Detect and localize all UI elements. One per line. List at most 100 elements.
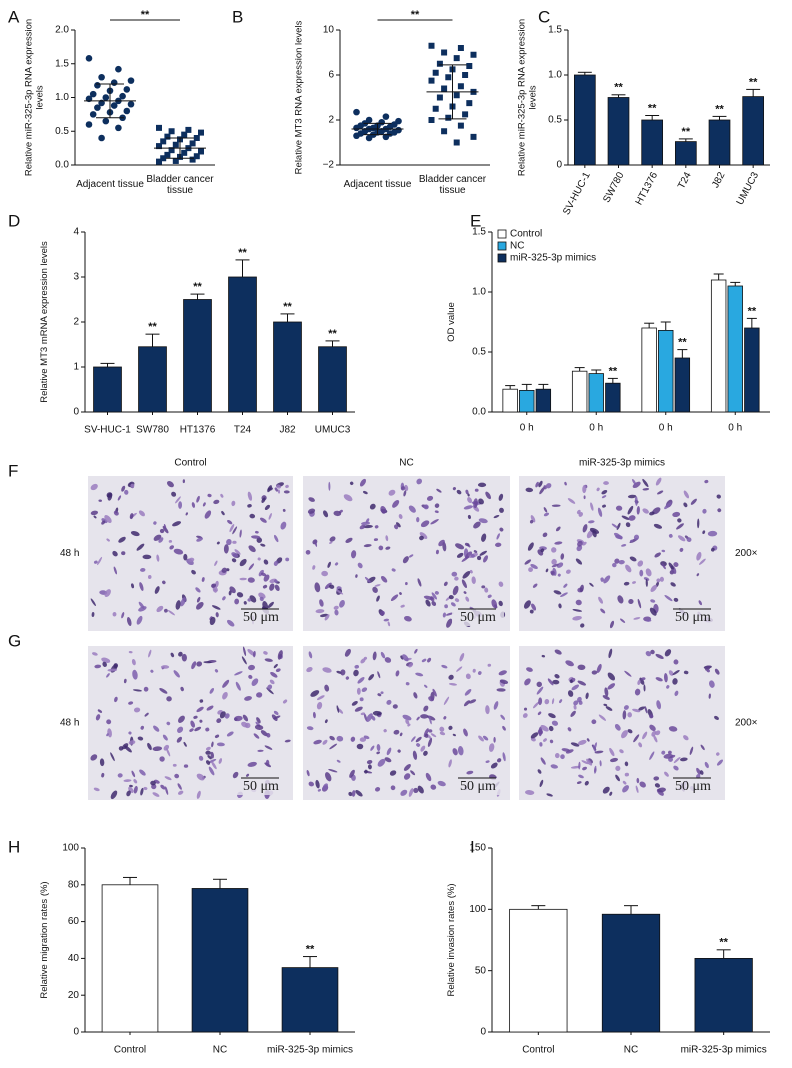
cell <box>374 525 379 529</box>
cell <box>153 521 157 525</box>
cell <box>439 731 446 736</box>
cell <box>634 496 638 506</box>
cell <box>467 497 473 504</box>
cell <box>130 531 140 537</box>
cell <box>416 743 421 747</box>
cell <box>636 506 640 515</box>
cell <box>126 617 132 626</box>
cell <box>500 714 506 720</box>
cell <box>195 601 204 610</box>
x-tick-label: 0 h <box>520 423 534 434</box>
cell <box>424 733 429 738</box>
cell <box>443 581 448 587</box>
cell <box>530 564 538 569</box>
cell <box>627 729 633 734</box>
bar <box>744 327 760 413</box>
cell <box>402 556 409 564</box>
cell <box>416 716 420 721</box>
cell <box>243 601 247 605</box>
cell <box>239 577 247 581</box>
data-point <box>181 131 188 138</box>
cell <box>546 793 553 797</box>
cell <box>632 479 637 485</box>
cell <box>343 494 353 502</box>
cell <box>584 780 589 786</box>
cell <box>417 785 424 794</box>
cell <box>101 772 105 778</box>
cell <box>353 669 359 677</box>
cell <box>614 558 620 564</box>
cell <box>152 746 163 752</box>
cell <box>496 533 500 540</box>
cell <box>277 650 283 660</box>
cell <box>380 575 388 583</box>
cell <box>395 670 400 677</box>
data-point <box>156 158 162 165</box>
cell <box>123 678 127 684</box>
cell <box>408 662 414 668</box>
cell <box>640 677 646 681</box>
cell <box>481 585 486 589</box>
label-box: Bladder cancer tissue <box>146 174 213 197</box>
cell <box>602 504 606 508</box>
cell <box>672 669 680 676</box>
cell <box>487 663 492 667</box>
cell <box>232 526 238 535</box>
significance-label: ** <box>678 337 687 349</box>
cell <box>199 719 203 723</box>
cell <box>256 692 263 698</box>
cell <box>632 481 641 489</box>
cell <box>177 783 182 790</box>
x-tick-label: T24 <box>234 425 252 436</box>
cell <box>549 739 554 744</box>
cell <box>581 760 589 765</box>
cell <box>137 736 144 741</box>
cell <box>173 548 184 555</box>
cell <box>196 596 201 603</box>
cell <box>434 510 439 514</box>
cell <box>249 513 256 519</box>
cell <box>121 485 126 492</box>
cell <box>622 710 627 720</box>
cell <box>499 527 504 532</box>
cell <box>216 742 225 747</box>
bar <box>742 96 765 166</box>
data-point <box>98 134 105 142</box>
label: Relative miR-325-3p RNA expression level… <box>23 18 45 177</box>
cell <box>94 664 102 669</box>
bar <box>228 276 257 413</box>
cell <box>452 585 459 596</box>
cell <box>345 537 353 543</box>
cell <box>273 534 279 543</box>
cell <box>285 557 290 562</box>
cell <box>463 728 468 737</box>
cell <box>577 696 582 703</box>
cell <box>702 530 706 535</box>
cell <box>270 671 278 678</box>
cell <box>363 524 373 529</box>
label-box: OD value <box>446 302 457 342</box>
cell <box>589 527 600 534</box>
cell <box>246 773 250 777</box>
cell <box>578 761 581 770</box>
data-point <box>441 85 448 92</box>
cell <box>559 699 563 704</box>
cell <box>207 755 212 760</box>
cell <box>191 569 196 575</box>
cell <box>412 750 418 760</box>
cell <box>178 715 185 723</box>
y-tick-label: 0 <box>556 160 562 171</box>
data-point <box>185 126 192 133</box>
cell <box>413 692 418 699</box>
cell <box>431 601 437 606</box>
cell <box>354 706 363 712</box>
cell <box>463 505 473 510</box>
cell <box>670 582 676 587</box>
time-label: 48 h <box>60 718 79 729</box>
cell <box>397 749 401 753</box>
cell <box>333 605 339 610</box>
cell <box>264 658 273 662</box>
cell <box>128 731 132 735</box>
cell <box>638 706 645 711</box>
data-point <box>85 55 93 62</box>
